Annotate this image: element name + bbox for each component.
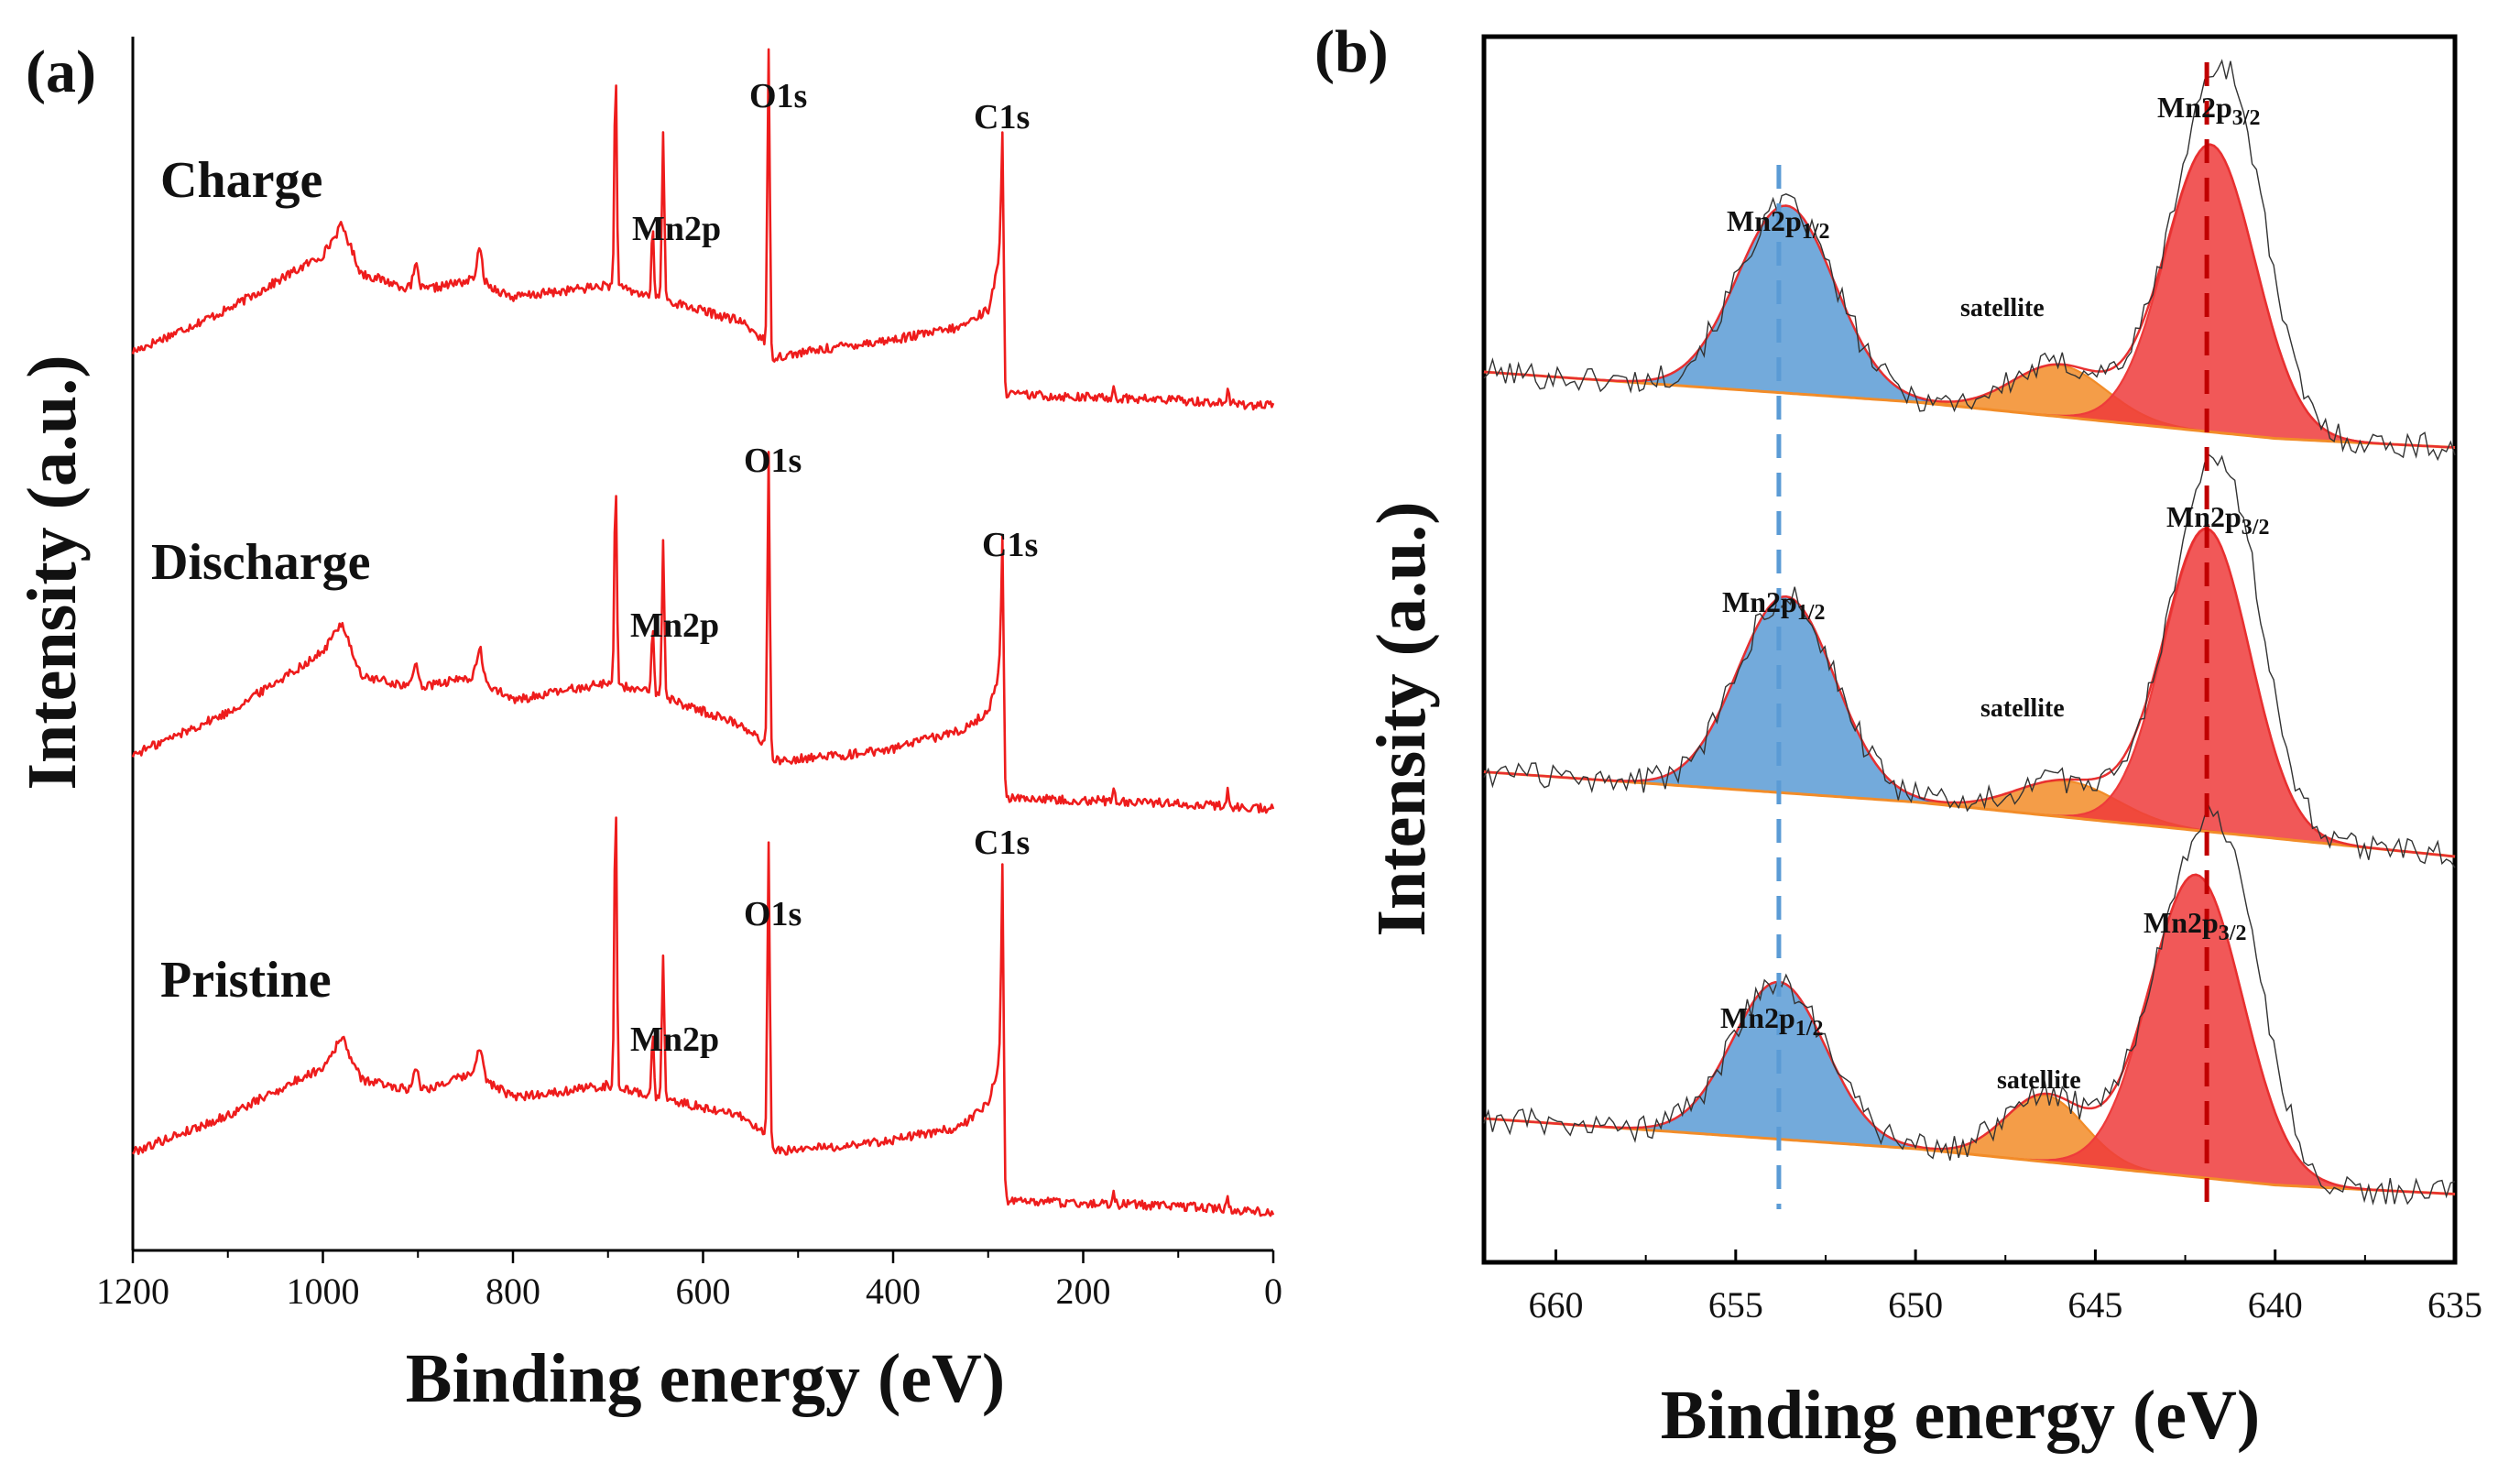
a-tick-label-200: 200	[1056, 1271, 1111, 1312]
panel-b-reference-lines	[1776, 62, 2209, 1209]
b-plot-frame	[1481, 34, 2458, 1265]
peak-label-mn2p-discharge: Mn2p	[630, 606, 719, 645]
a-series-line-discharge	[131, 451, 1275, 814]
panel-b-ylabel: Intensity (a.u.)	[1363, 501, 1440, 936]
panel-a-labels: Charge Discharge Pristine O1s C1s Mn2p O…	[151, 77, 1038, 1059]
peak-label-mn2p-pristine: Mn2p	[630, 1020, 719, 1059]
b-component-fill-discharge-1	[1484, 771, 2455, 857]
b-component-line-charge-0	[1483, 204, 2456, 449]
peak-label-mn2p32-discharge: Mn2p3/2	[2166, 500, 2269, 540]
peak-label-mn2p-charge: Mn2p	[632, 210, 721, 248]
b-component-fill-pristine-0	[1484, 982, 2455, 1195]
b-tick-label-650: 650	[1888, 1284, 1943, 1326]
panel-a: (a) Intensity (a.u.) Binding energy (eV)…	[14, 37, 1282, 1417]
b-tick-label-645: 645	[2067, 1284, 2122, 1326]
panel-b-xlabel: Binding energy (eV)	[1661, 1377, 2260, 1454]
b-component-line-pristine-0	[1483, 980, 2456, 1195]
series-label-charge: Charge	[160, 152, 322, 209]
peak-label-mn2p12-pristine: Mn2p1/2	[1720, 1001, 1823, 1041]
a-tick-label-1200: 1200	[96, 1271, 169, 1312]
b-component-line-discharge-0	[1483, 595, 2456, 858]
a-tick-label-0: 0	[1264, 1271, 1282, 1312]
peak-label-c1s-discharge: C1s	[982, 526, 1038, 564]
sat-label-pristine: satellite	[1997, 1066, 2081, 1095]
a-tick-label-400: 400	[866, 1271, 921, 1312]
panel-a-label: (a)	[26, 38, 96, 105]
b-component-fill-discharge-2	[1484, 529, 2455, 857]
peak-label-c1s-charge: C1s	[974, 98, 1030, 136]
b-component-fill-pristine-2	[1484, 874, 2455, 1195]
series-label-pristine: Pristine	[160, 952, 332, 1009]
peak-label-o1s-discharge: O1s	[744, 442, 802, 480]
series-label-discharge: Discharge	[151, 534, 371, 591]
b-tick-label-635: 635	[2427, 1284, 2482, 1326]
panel-a-ylabel: Intensity (a.u.)	[14, 355, 91, 790]
peak-label-o1s-pristine: O1s	[744, 895, 802, 933]
panel-a-ticks: 1200 1000 800 600 400 200 0	[96, 1250, 1282, 1312]
a-tick-label-800: 800	[485, 1271, 540, 1312]
sat-label-charge: satellite	[1960, 294, 2045, 322]
b-raw-data-charge	[1483, 59, 2456, 462]
b-component-fill-discharge-0	[1484, 596, 2455, 857]
panel-b-ticks: 660 655 650 645 640 635	[1529, 1249, 2482, 1326]
b-raw-data-pristine	[1483, 804, 2456, 1206]
a-series-line-charge	[131, 48, 1275, 411]
b-component-fill-charge-2	[1484, 145, 2455, 448]
b-component-line-discharge-1	[1483, 770, 2456, 858]
panel-a-xlabel: Binding energy (eV)	[406, 1340, 1005, 1417]
panel-b-series	[1483, 59, 2456, 1206]
a-tick-label-600: 600	[676, 1271, 731, 1312]
a-series-line-pristine	[131, 816, 1275, 1217]
b-tick-label-655: 655	[1708, 1284, 1763, 1326]
b-background-discharge	[1483, 770, 2456, 858]
peak-label-mn2p32-charge: Mn2p3/2	[2157, 91, 2260, 130]
panel-b: (b) Intensity (a.u.) Binding energy (eV)…	[1314, 18, 2482, 1454]
b-tick-label-660: 660	[1529, 1284, 1584, 1326]
sat-label-discharge: satellite	[1980, 694, 2065, 723]
peak-label-c1s-pristine: C1s	[974, 824, 1030, 862]
panel-b-label: (b)	[1314, 18, 1389, 85]
b-background-pristine	[1483, 1117, 2456, 1195]
panel-a-series	[131, 48, 1275, 1217]
peak-label-o1s-charge: O1s	[749, 77, 807, 115]
panel-b-frame	[1481, 34, 2458, 1265]
a-tick-label-1000: 1000	[287, 1271, 360, 1312]
b-tick-label-640: 640	[2248, 1284, 2303, 1326]
b-raw-data-discharge	[1483, 453, 2456, 868]
panel-b-labels: Mn2p3/2 Mn2p1/2 satellite Mn2p3/2 Mn2p1/…	[1720, 91, 2269, 1095]
b-component-fill-pristine-1	[1484, 1095, 2455, 1195]
b-component-fill-charge-0	[1484, 205, 2455, 448]
